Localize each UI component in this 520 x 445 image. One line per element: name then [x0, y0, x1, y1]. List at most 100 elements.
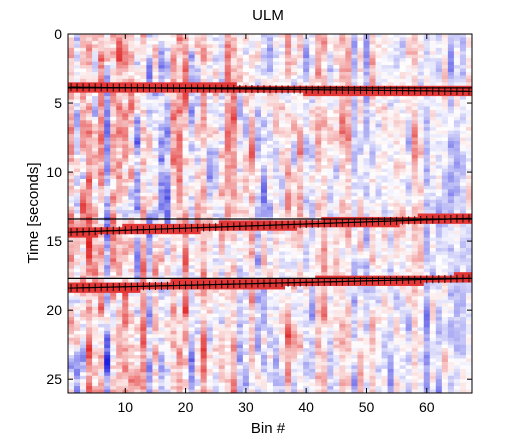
- heatmap-cell: [213, 165, 219, 169]
- heatmap-cell: [225, 117, 231, 121]
- heatmap-cell: [98, 182, 104, 186]
- heatmap-cell: [315, 120, 321, 124]
- heatmap-cell: [225, 176, 231, 180]
- heatmap-cell: [104, 148, 110, 152]
- heatmap-cell: [80, 196, 86, 200]
- heatmap-cell: [321, 341, 327, 345]
- heatmap-cell: [273, 303, 279, 307]
- heatmap-cell: [345, 100, 351, 104]
- heatmap-cell: [177, 341, 183, 345]
- heatmap-cell: [249, 383, 255, 387]
- heatmap-cell: [134, 269, 140, 273]
- heatmap-cell: [333, 327, 339, 331]
- heatmap-cell: [345, 176, 351, 180]
- heatmap-cell: [171, 79, 177, 83]
- heatmap-cell: [291, 234, 297, 238]
- heatmap-cell: [225, 362, 231, 366]
- heatmap-cell: [327, 383, 333, 387]
- heatmap-cell: [80, 262, 86, 266]
- heatmap-cell: [134, 34, 140, 38]
- heatmap-cell: [315, 44, 321, 48]
- heatmap-cell: [140, 155, 146, 159]
- heatmap-cell: [225, 106, 231, 110]
- heatmap-cell: [74, 369, 80, 373]
- heatmap-cell: [158, 338, 164, 342]
- heatmap-cell: [140, 124, 146, 128]
- heatmap-cell: [177, 58, 183, 62]
- heatmap-cell: [122, 321, 128, 325]
- heatmap-cell: [327, 106, 333, 110]
- heatmap-cell: [92, 172, 98, 176]
- heatmap-cell: [321, 269, 327, 273]
- heatmap-cell: [164, 151, 170, 155]
- heatmap-cell: [207, 362, 213, 366]
- heatmap-cell: [315, 155, 321, 159]
- heatmap-cell: [231, 65, 237, 69]
- heatmap-cell: [291, 386, 297, 390]
- heatmap-cell: [171, 100, 177, 104]
- heatmap-cell: [201, 51, 207, 55]
- heatmap-cell: [315, 117, 321, 121]
- heatmap-cell: [183, 65, 189, 69]
- heatmap-cell: [237, 155, 243, 159]
- heatmap-cell: [285, 248, 291, 252]
- heatmap-cell: [92, 241, 98, 245]
- heatmap-cell: [171, 289, 177, 293]
- heatmap-cell: [116, 314, 122, 318]
- heatmap-cell: [207, 352, 213, 356]
- heatmap-cell: [68, 196, 74, 200]
- heatmap-cell: [183, 189, 189, 193]
- heatmap-cell: [243, 345, 249, 349]
- heatmap-cell: [122, 234, 128, 238]
- heatmap-cell: [297, 100, 303, 104]
- heatmap-cell: [195, 355, 201, 359]
- heatmap-cell: [285, 34, 291, 38]
- heatmap-cell: [140, 355, 146, 359]
- heatmap-cell: [255, 55, 261, 59]
- heatmap-cell: [86, 258, 92, 262]
- heatmap-cell: [140, 241, 146, 245]
- heatmap-cell: [285, 117, 291, 121]
- heatmap-cell: [104, 179, 110, 183]
- heatmap-cell: [98, 258, 104, 262]
- heatmap-cell: [267, 79, 273, 83]
- heatmap-cell: [140, 117, 146, 121]
- heatmap-cell: [261, 262, 267, 266]
- heatmap-cell: [177, 352, 183, 356]
- heatmap-cell: [86, 148, 92, 152]
- heatmap-cell: [158, 158, 164, 162]
- heatmap-cell: [140, 176, 146, 180]
- heatmap-cell: [315, 286, 321, 290]
- heatmap-cell: [297, 138, 303, 142]
- heatmap-cell: [122, 265, 128, 269]
- heatmap-cell: [339, 120, 345, 124]
- heatmap-cell: [158, 365, 164, 369]
- heatmap-cell: [297, 262, 303, 266]
- heatmap-cell: [171, 383, 177, 387]
- heatmap-cell: [122, 72, 128, 76]
- heatmap-cell: [183, 169, 189, 173]
- heatmap-cell: [171, 238, 177, 242]
- heatmap-cell: [285, 176, 291, 180]
- heatmap-cell: [195, 93, 201, 97]
- heatmap-cell: [86, 172, 92, 176]
- heatmap-cell: [243, 75, 249, 79]
- heatmap-cell: [237, 120, 243, 124]
- heatmap-cell: [158, 258, 164, 262]
- heatmap-cell: [201, 131, 207, 135]
- heatmap-cell: [279, 200, 285, 204]
- heatmap-cell: [321, 379, 327, 383]
- heatmap-cell: [183, 193, 189, 197]
- heatmap-cell: [164, 220, 170, 224]
- heatmap-cell: [122, 193, 128, 197]
- heatmap-cell: [68, 96, 74, 100]
- heatmap-cell: [231, 200, 237, 204]
- heatmap-cell: [237, 165, 243, 169]
- heatmap-cell: [297, 296, 303, 300]
- heatmap-cell: [261, 338, 267, 342]
- heatmap-cell: [92, 44, 98, 48]
- heatmap-cell: [177, 272, 183, 276]
- heatmap-cell: [207, 124, 213, 128]
- heatmap-cell: [189, 207, 195, 211]
- heatmap-cell: [164, 165, 170, 169]
